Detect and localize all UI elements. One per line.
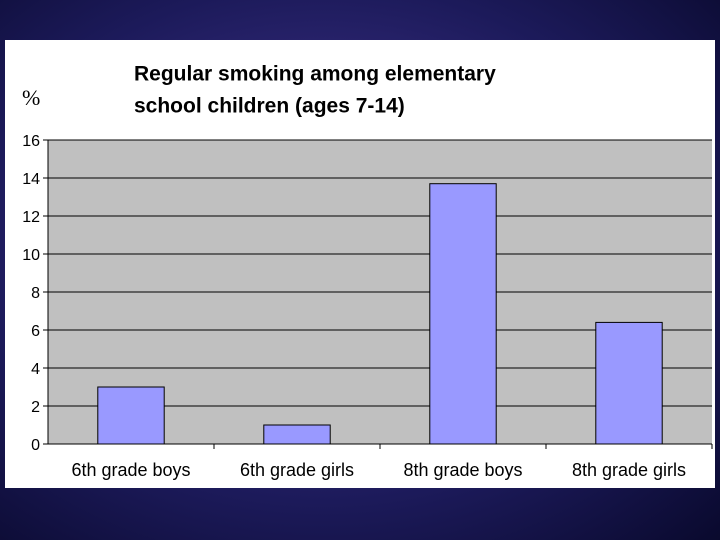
x-tick-label: 6th grade girls [240,460,354,480]
y-tick-label: 0 [31,437,40,454]
bar [429,183,497,445]
bar [263,424,331,445]
y-tick-label: 12 [22,209,40,226]
y-axis-label: % [22,85,40,110]
x-tick-label: 8th grade girls [572,460,686,480]
chart-title: Regular smoking among elementary [134,63,496,86]
y-tick-label: 10 [22,247,40,264]
bar [595,321,663,445]
y-tick-label: 8 [31,285,40,302]
y-tick-label: 14 [22,171,40,188]
y-tick-label: 6 [31,323,40,340]
y-tick-label: 4 [31,361,40,378]
x-tick-label: 6th grade boys [71,460,190,480]
y-tick-label: 2 [31,399,40,416]
x-tick-label: 8th grade boys [403,460,522,480]
y-tick-label: 16 [22,133,40,150]
chart-title: school children (ages 7-14) [134,95,405,118]
bar [97,386,165,445]
